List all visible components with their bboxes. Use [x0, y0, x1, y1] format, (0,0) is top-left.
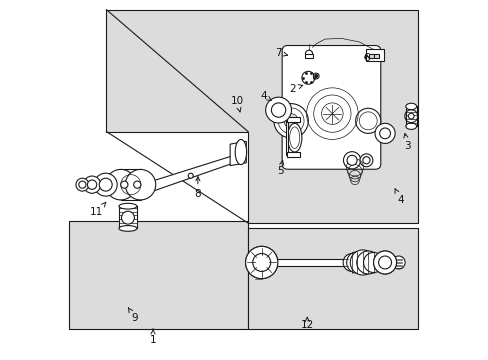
Text: 4: 4 — [261, 91, 271, 101]
Circle shape — [105, 170, 136, 200]
Circle shape — [355, 108, 380, 134]
Circle shape — [343, 253, 360, 271]
Circle shape — [188, 173, 193, 178]
Text: 7: 7 — [275, 48, 287, 58]
Bar — [305, 54, 312, 58]
Bar — [286, 152, 299, 157]
Text: 6: 6 — [363, 53, 369, 63]
Bar — [286, 117, 299, 122]
Bar — [368, 54, 373, 58]
Text: 3: 3 — [403, 134, 410, 151]
Circle shape — [273, 104, 308, 138]
Circle shape — [99, 178, 112, 191]
Bar — [119, 206, 137, 228]
Bar — [276, 259, 348, 266]
Circle shape — [313, 73, 319, 79]
Circle shape — [265, 97, 291, 123]
Text: 10: 10 — [230, 96, 244, 112]
FancyBboxPatch shape — [282, 45, 380, 169]
Ellipse shape — [287, 123, 301, 152]
Ellipse shape — [119, 203, 137, 209]
Bar — [366, 49, 383, 61]
Circle shape — [378, 256, 391, 269]
Circle shape — [79, 181, 86, 188]
Text: 4: 4 — [394, 189, 403, 205]
Circle shape — [373, 251, 396, 274]
Circle shape — [314, 75, 317, 77]
Circle shape — [346, 252, 367, 273]
Bar — [69, 221, 247, 329]
Bar — [405, 107, 416, 126]
Text: 9: 9 — [128, 308, 138, 323]
Circle shape — [271, 103, 285, 117]
Polygon shape — [230, 141, 246, 166]
Polygon shape — [106, 10, 418, 223]
Circle shape — [245, 246, 277, 279]
Ellipse shape — [405, 103, 416, 110]
Circle shape — [245, 246, 277, 279]
Circle shape — [356, 251, 379, 274]
Bar — [286, 119, 287, 155]
Text: 2: 2 — [289, 84, 302, 94]
Circle shape — [121, 181, 128, 188]
Circle shape — [379, 128, 389, 139]
Ellipse shape — [235, 139, 246, 165]
Circle shape — [87, 180, 97, 189]
Circle shape — [301, 71, 314, 84]
Polygon shape — [139, 152, 244, 196]
Text: 1: 1 — [149, 329, 156, 345]
Circle shape — [359, 154, 372, 167]
Text: 8: 8 — [194, 177, 201, 199]
Circle shape — [321, 103, 343, 125]
Bar — [121, 169, 140, 200]
Circle shape — [349, 250, 375, 275]
Circle shape — [76, 178, 89, 191]
Circle shape — [391, 256, 405, 269]
Bar — [373, 54, 378, 58]
Ellipse shape — [405, 123, 416, 130]
Circle shape — [284, 114, 298, 128]
Circle shape — [252, 253, 270, 271]
Circle shape — [346, 155, 356, 165]
Circle shape — [343, 152, 360, 169]
Circle shape — [121, 211, 134, 224]
Circle shape — [94, 173, 117, 196]
Bar — [247, 228, 418, 329]
Circle shape — [83, 176, 101, 193]
Circle shape — [133, 181, 141, 188]
Circle shape — [407, 113, 413, 119]
Text: 12: 12 — [300, 317, 313, 330]
Circle shape — [125, 170, 155, 200]
Circle shape — [374, 123, 394, 143]
Circle shape — [363, 252, 383, 273]
Circle shape — [373, 251, 396, 274]
Text: 11: 11 — [90, 202, 105, 217]
Text: 5: 5 — [277, 160, 283, 176]
Circle shape — [305, 50, 312, 57]
Ellipse shape — [119, 226, 137, 231]
Circle shape — [362, 157, 369, 164]
